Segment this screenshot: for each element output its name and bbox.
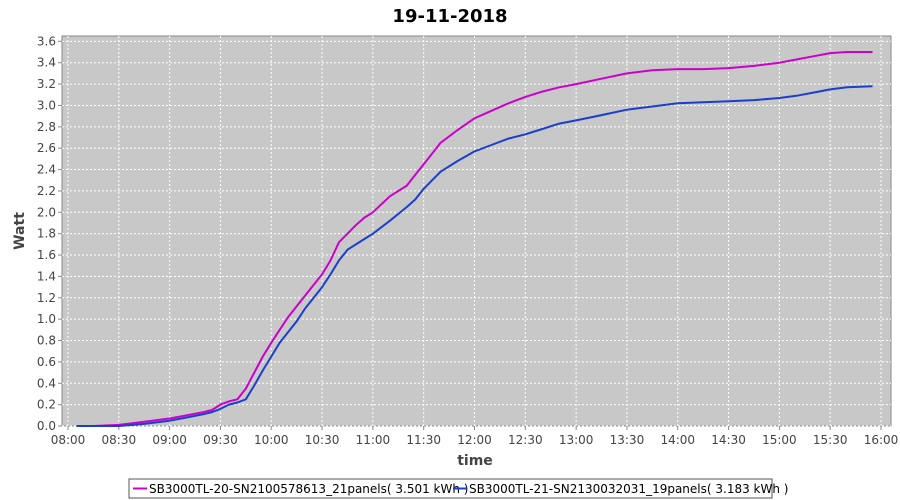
x-tick-label: 15:00 xyxy=(762,433,797,447)
legend-entry-1: SB3000TL-20-SN2100578613_21panels( 3.501… xyxy=(149,482,468,496)
x-tick-label: 15:30 xyxy=(813,433,848,447)
y-tick-label: 0.6 xyxy=(37,355,56,369)
y-tick-label: 0.0 xyxy=(37,419,56,433)
y-tick-label: 1.0 xyxy=(37,312,56,326)
y-tick-label: 3.0 xyxy=(37,98,56,112)
x-tick-label: 14:30 xyxy=(711,433,746,447)
x-axis-label: time xyxy=(457,453,493,469)
y-tick-label: 1.4 xyxy=(37,269,56,283)
x-tick-label: 08:30 xyxy=(102,433,137,447)
plot-area xyxy=(61,35,892,427)
series-line-1 xyxy=(76,51,873,427)
y-tick-label: 2.0 xyxy=(37,205,56,219)
y-tick-label: 0.2 xyxy=(37,398,56,412)
series-layer xyxy=(76,51,873,427)
x-tick-label: 13:30 xyxy=(610,433,645,447)
legend: SB3000TL-20-SN2100578613_21panels( 3.501… xyxy=(128,478,788,499)
y-tick-label: 1.2 xyxy=(37,291,56,305)
x-tick-label: 09:30 xyxy=(203,433,238,447)
x-tick-label: 11:00 xyxy=(356,433,391,447)
y-tick-label: 0.8 xyxy=(37,334,56,348)
x-tick-label: 10:30 xyxy=(305,433,340,447)
series-line-2 xyxy=(76,85,873,427)
grid-lines xyxy=(62,36,891,427)
legend-box xyxy=(128,478,773,499)
legend-entry-2: SB3000TL-21-SN2130032031_19panels( 3.183… xyxy=(469,482,788,496)
y-axis: 0.0 0.2 0.4 0.6 0.8 1.0 1.2 1.4 1.6 1.8 2.0 2.2 2.4 2… xyxy=(37,34,62,433)
x-tick-label: 09:00 xyxy=(152,433,187,447)
y-tick-label: 0.4 xyxy=(37,376,56,390)
y-tick-label: 3.4 xyxy=(37,56,56,70)
x-tick-label: 12:30 xyxy=(508,433,543,447)
chart-title: 19-11-2018 xyxy=(392,6,507,27)
y-tick-label: 2.4 xyxy=(37,163,56,177)
y-tick-label: 1.8 xyxy=(37,227,56,241)
y-axis-label: Watt xyxy=(12,212,28,250)
x-tick-label: 11:30 xyxy=(406,433,441,447)
x-tick-label: 14:00 xyxy=(660,433,695,447)
y-tick-label: 2.2 xyxy=(37,184,56,198)
x-tick-label: 16:00 xyxy=(864,433,899,447)
x-tick-label: 13:00 xyxy=(559,433,594,447)
y-tick-label: 3.6 xyxy=(37,34,56,48)
y-tick-label: 3.2 xyxy=(37,77,56,91)
x-tick-label: 08:00 xyxy=(51,433,86,447)
x-axis: 08:00 08:30 09:00 09:30 10:00 10:30 11:00 11:30… xyxy=(51,426,899,447)
y-tick-label: 2.8 xyxy=(37,120,56,134)
x-tick-label: 10:00 xyxy=(254,433,289,447)
y-tick-label: 2.6 xyxy=(37,141,56,155)
y-tick-label: 1.6 xyxy=(37,248,56,262)
x-tick-label: 12:00 xyxy=(457,433,492,447)
